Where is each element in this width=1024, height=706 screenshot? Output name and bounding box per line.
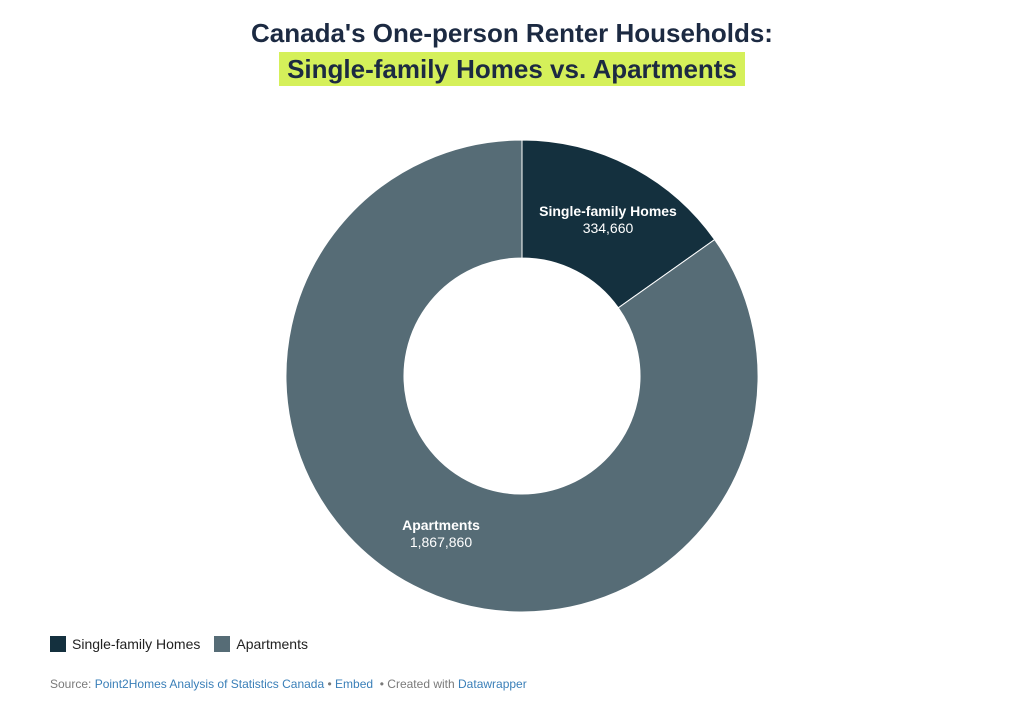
created-with-text: Created with [387,677,455,691]
slice-single-family-homes [521,139,716,309]
footer-separator-1: • [327,677,332,691]
chart-header: Canada's One-person Renter Households: S… [0,14,1024,90]
legend-swatch-apartments [214,636,231,652]
legend: Single-family Homes Apartments [50,636,322,652]
slice-value-apartments: 1,867,860 [410,534,472,550]
slice-label-apartments: Apartments [402,517,480,533]
chart-footer: Source: Point2Homes Analysis of Statisti… [50,677,527,691]
embed-link[interactable]: Embed [335,677,374,691]
source-link[interactable]: Point2Homes Analysis of Statistics Canad… [94,677,325,691]
datawrapper-link[interactable]: Datawrapper [458,677,527,691]
chart-title: Canada's One-person Renter Households: [251,18,773,48]
legend-label-single-family: Single-family Homes [72,636,201,652]
legend-item-apartments: Apartments [214,636,308,652]
slice-value-single-family-homes: 334,660 [583,220,634,236]
legend-label-apartments: Apartments [236,636,308,652]
chart-subtitle: Single-family Homes vs. Apartments [279,52,745,86]
slice-label-single-family-homes: Single-family Homes [539,203,677,219]
chart-subtitle-wrap: Single-family Homes vs. Apartments [0,52,1024,90]
source-prefix: Source: [50,677,92,691]
legend-swatch-single-family [50,636,66,652]
slice-apartments [285,139,759,613]
footer-separator-2: • [379,677,384,691]
legend-item-single-family: Single-family Homes [50,636,200,652]
